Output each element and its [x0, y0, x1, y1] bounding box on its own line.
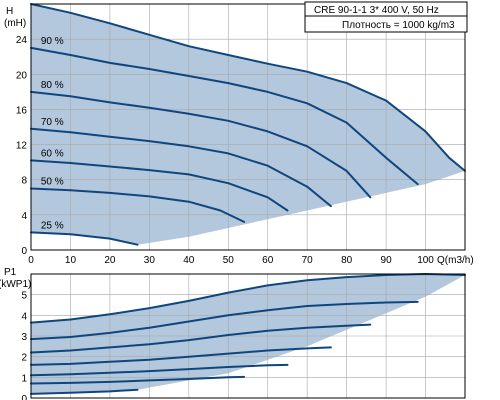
head-y-tick-4: 4: [21, 211, 27, 222]
power-curve-50: [30, 375, 246, 385]
power-y-tick-5: 5: [21, 291, 27, 302]
flow-x-tick-50: 50: [223, 255, 235, 266]
power-curve-60: [30, 363, 289, 377]
head-operating-region: [31, 4, 465, 245]
head-curve-80: [30, 90, 372, 199]
head-y-tick-0: 0: [21, 246, 27, 257]
head-curve-100: [30, 3, 466, 172]
power-y-tick-2: 2: [21, 353, 27, 364]
curve-label-90: 90 %: [41, 36, 64, 47]
flow-x-tick-0: 0: [28, 255, 34, 266]
head-curve-70: [30, 127, 332, 208]
flow-axis-label: Q(m3/h): [437, 255, 474, 266]
power-curve-70: [30, 346, 332, 366]
flow-x-tick-20: 20: [104, 255, 116, 266]
flow-x-tick-30: 30: [144, 255, 156, 266]
head-curve-panel: 0 4 8 12 16 20 24 0 10 20 30 40 50 60 70 80 90 100 100 % 9…: [16, 0, 466, 266]
power-axis-unit: (kWP1): [0, 279, 31, 290]
flow-x-tick-90: 90: [381, 255, 393, 266]
flow-x-tick-80: 80: [341, 255, 353, 266]
curve-label-70: 70 %: [41, 117, 64, 128]
info-box-frame: [304, 1, 468, 33]
info-box: CRE 90-1-1 3* 400 V, 50 Hz Плотность = 1…: [304, 1, 468, 33]
head-axis-label: H: [6, 6, 13, 17]
head-curve-60: [30, 159, 289, 212]
power-curve-80: [30, 323, 372, 354]
head-y-tick-12: 12: [16, 141, 28, 152]
flow-x-tick-70: 70: [302, 255, 314, 266]
curve-label-25: 25 %: [41, 220, 64, 231]
flow-x-tick-100: 100: [417, 255, 434, 266]
power-axis-label: P1: [4, 267, 17, 278]
flow-x-tick-40: 40: [183, 255, 195, 266]
power-curve-panel: 0 1 2 3 4 5: [21, 273, 466, 400]
head-y-tick-24: 24: [16, 35, 28, 46]
curve-label-80: 80 %: [41, 80, 64, 91]
head-y-tick-20: 20: [16, 70, 28, 81]
head-y-tick-16: 16: [16, 105, 28, 116]
flow-x-tick-60: 60: [262, 255, 274, 266]
power-y-tick-3: 3: [21, 332, 27, 343]
power-y-tick-4: 4: [21, 311, 27, 322]
power-plot-frame: [30, 273, 466, 399]
head-curve-90: [30, 46, 419, 186]
density-line: Плотность = 1000 kg/m3: [342, 20, 455, 31]
power-curve-25: [30, 388, 139, 395]
head-plot-frame: [30, 3, 466, 251]
curve-label-60: 60 %: [41, 148, 64, 159]
power-curve-100: [30, 273, 466, 324]
power-curve-90: [30, 300, 419, 341]
power-y-tick-0: 0: [21, 394, 27, 400]
curve-label-100: 100 %: [39, 0, 67, 3]
model-line: CRE 90-1-1 3* 400 V, 50 Hz: [314, 5, 439, 16]
head-axis-unit: (mH): [4, 18, 26, 29]
head-y-tick-8: 8: [21, 176, 27, 187]
head-curve-50: [30, 187, 246, 223]
head-curve-25: [30, 231, 139, 246]
flow-x-tick-10: 10: [65, 255, 77, 266]
curve-label-50: 50 %: [41, 177, 64, 188]
power-y-tick-1: 1: [21, 373, 27, 384]
